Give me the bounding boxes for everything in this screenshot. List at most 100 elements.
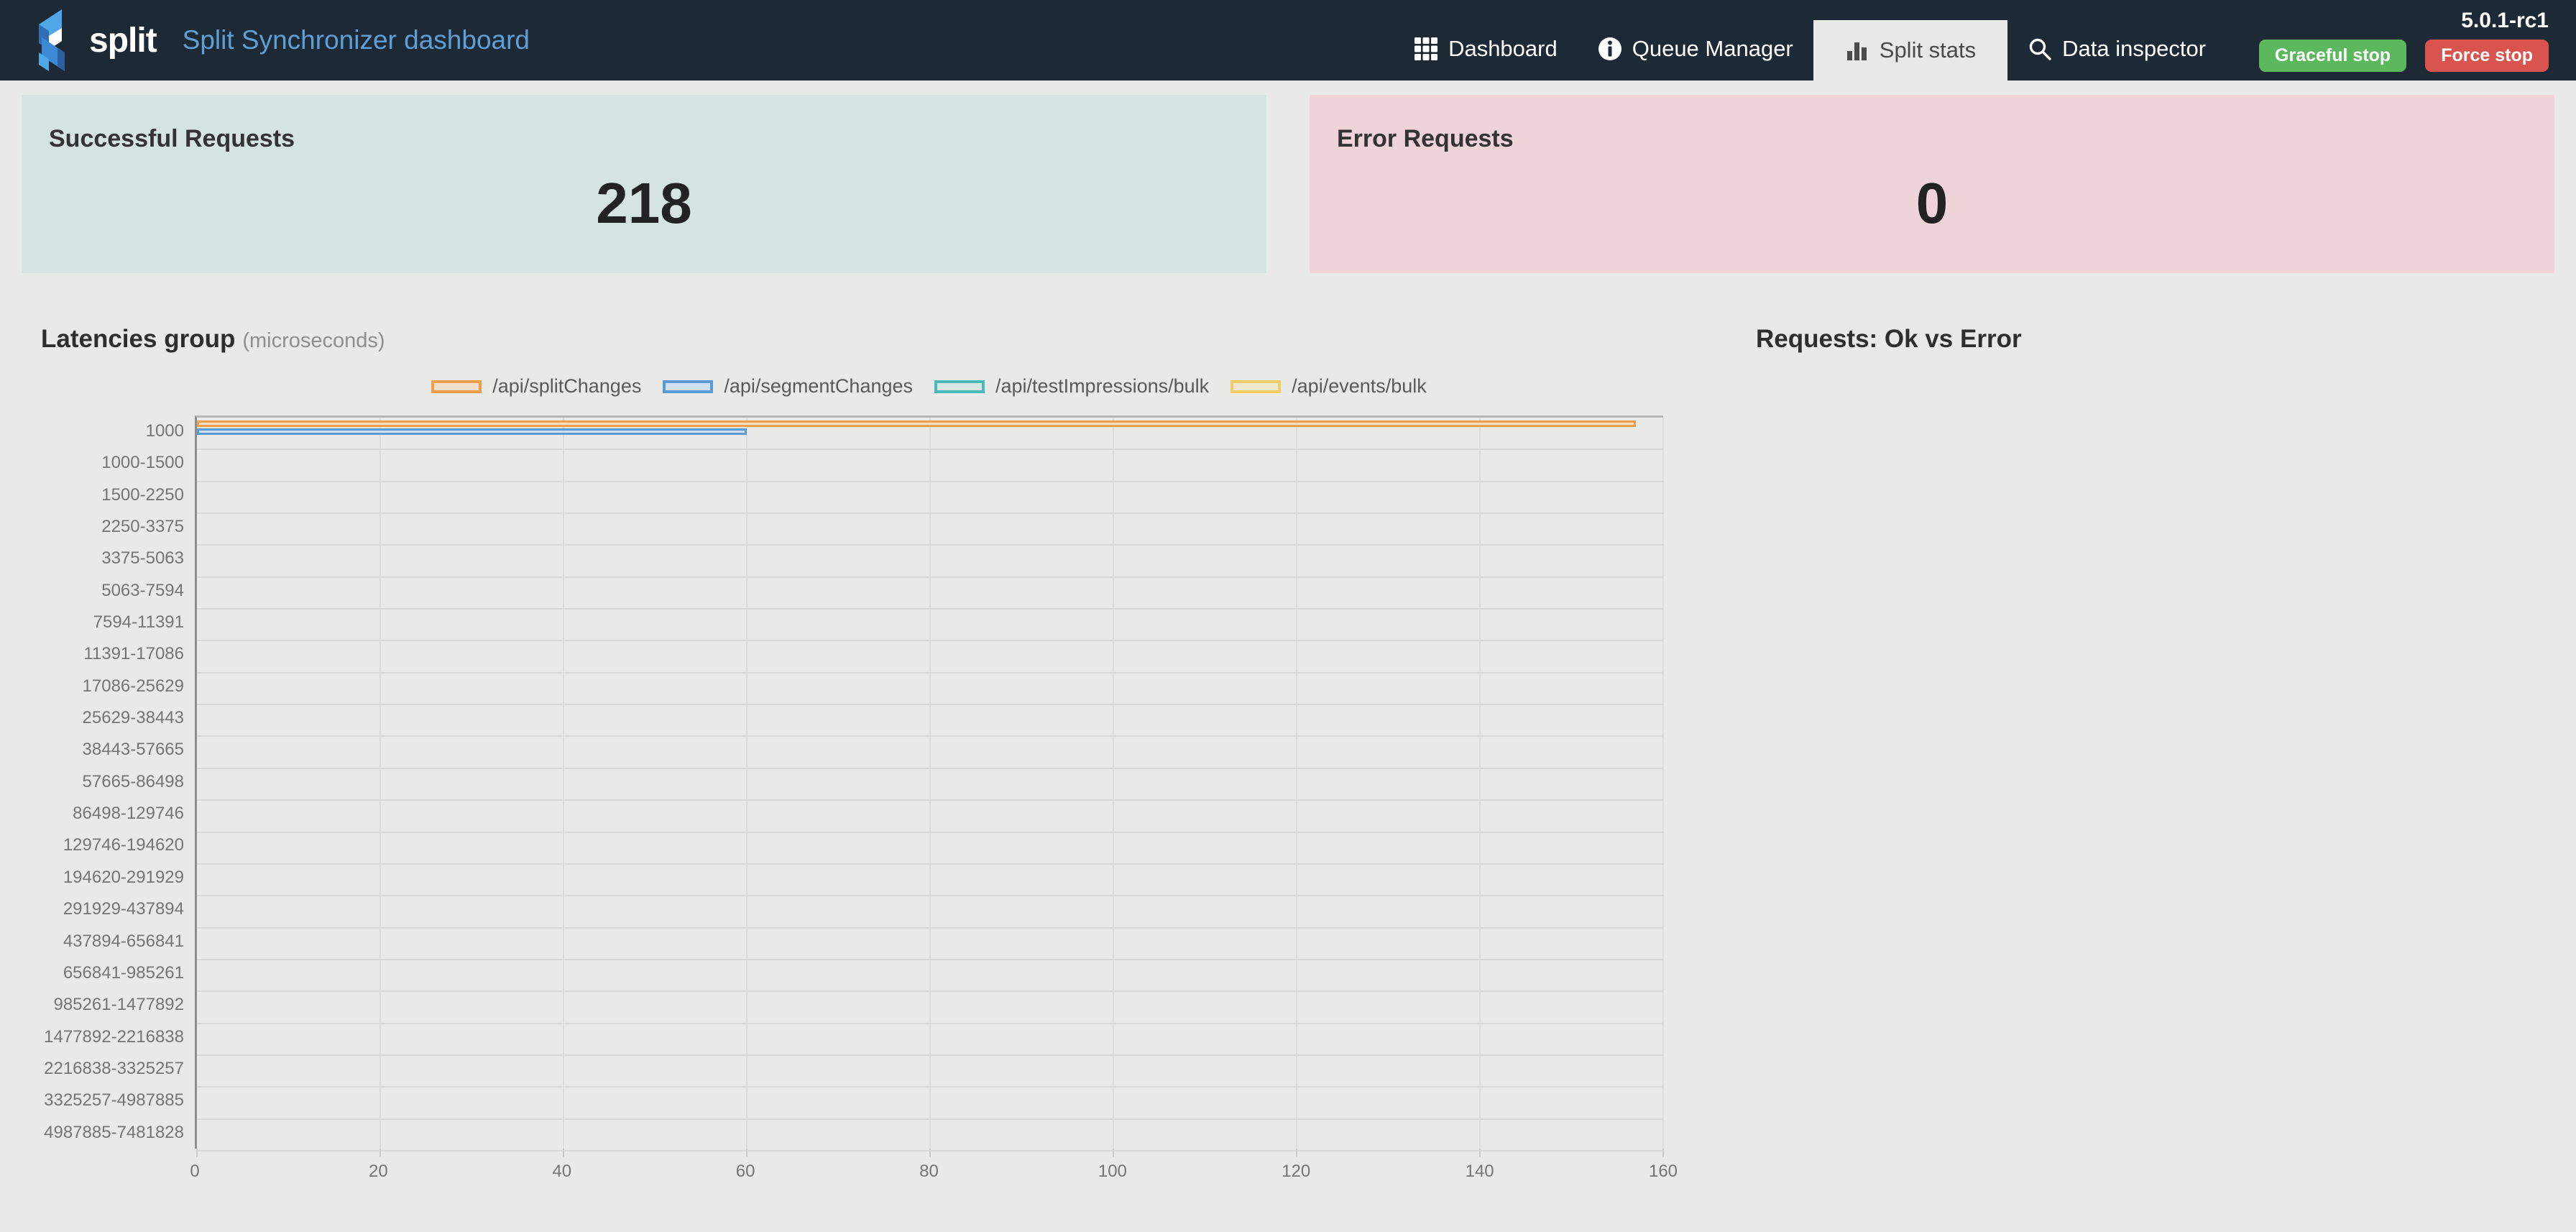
row-separator bbox=[197, 608, 1663, 610]
legend-swatch bbox=[1230, 380, 1282, 393]
card-title: Error Requests bbox=[1337, 125, 1514, 152]
main-nav: Dashboard Queue Manager Split stats Data in… bbox=[1394, 0, 2226, 81]
search-icon bbox=[2028, 37, 2052, 61]
navbar: split Split Synchronizer dashboard Dashb… bbox=[0, 0, 2576, 81]
legend-label: /api/splitChanges bbox=[492, 375, 642, 397]
latencies-title-unit: (microseconds) bbox=[242, 329, 385, 352]
y-axis-label: 1000-1500 bbox=[101, 453, 184, 473]
y-axis-label: 985261-1477892 bbox=[53, 995, 184, 1015]
legend-label: /api/testImpressions/bulk bbox=[995, 375, 1210, 397]
row-separator bbox=[197, 1150, 1663, 1151]
axis-tick bbox=[563, 1149, 564, 1157]
latencies-chart-plot bbox=[195, 415, 1664, 1157]
gridline bbox=[929, 418, 931, 1149]
page-title: Split Synchronizer dashboard bbox=[182, 25, 530, 55]
row-separator bbox=[197, 799, 1663, 801]
legend-swatch bbox=[431, 380, 482, 393]
gridline bbox=[1479, 418, 1481, 1149]
nav-right: 5.0.1-rc1 Graceful stop Force stop bbox=[2259, 9, 2549, 81]
row-separator bbox=[197, 863, 1663, 865]
version-label: 5.0.1-rc1 bbox=[2461, 9, 2549, 32]
nav-item-split-stats[interactable]: Split stats bbox=[1813, 20, 2008, 81]
axis-tick bbox=[380, 1149, 381, 1157]
y-axis-label: 3375-5063 bbox=[101, 548, 184, 569]
legend-item: /api/splitChanges bbox=[431, 375, 641, 397]
nav-item-label: Split stats bbox=[1879, 37, 1977, 63]
y-axis-label: 1000 bbox=[145, 421, 184, 441]
legend-item: /api/segmentChanges bbox=[663, 375, 913, 397]
axis-tick bbox=[1296, 1149, 1297, 1157]
y-axis-label: 3325257-4987885 bbox=[44, 1090, 184, 1111]
info-icon bbox=[1598, 37, 1622, 61]
error-requests-card: Error Requests 0 bbox=[1310, 95, 2554, 273]
y-axis-label: 57665-86498 bbox=[82, 771, 184, 791]
x-axis-label: 0 bbox=[190, 1162, 200, 1181]
gridline bbox=[1662, 418, 1664, 1149]
nav-item-label: Dashboard bbox=[1448, 36, 1558, 61]
axis-tick bbox=[1662, 1149, 1664, 1157]
row-separator bbox=[197, 831, 1663, 833]
row-separator bbox=[197, 1086, 1663, 1088]
row-separator bbox=[197, 767, 1663, 769]
gridline bbox=[380, 418, 381, 1149]
gridline bbox=[1296, 418, 1297, 1149]
row-separator bbox=[197, 544, 1663, 546]
axis-tick bbox=[1113, 1149, 1114, 1157]
x-axis-label: 20 bbox=[369, 1162, 388, 1181]
gridline bbox=[1113, 418, 1114, 1149]
force-stop-button[interactable]: Force stop bbox=[2425, 40, 2549, 72]
y-axis-label: 25629-38443 bbox=[82, 708, 184, 728]
y-axis-label: 194620-291929 bbox=[63, 867, 184, 887]
axis-tick bbox=[746, 1149, 748, 1157]
split-logo-icon bbox=[39, 9, 65, 71]
bar-api-splitChanges bbox=[197, 420, 1636, 427]
x-axis-label: 120 bbox=[1282, 1162, 1311, 1181]
nav-item-dashboard[interactable]: Dashboard bbox=[1394, 36, 1578, 81]
y-axis-label: 656841-985261 bbox=[63, 962, 184, 983]
y-axis-label: 5063-7594 bbox=[101, 580, 184, 600]
grid-icon bbox=[1414, 37, 1438, 61]
row-separator bbox=[197, 576, 1663, 578]
x-axis-label: 100 bbox=[1098, 1162, 1127, 1181]
row-separator bbox=[197, 1054, 1663, 1056]
row-separator bbox=[197, 480, 1663, 482]
y-axis-label: 17086-25629 bbox=[82, 676, 184, 696]
card-title: Successful Requests bbox=[49, 125, 295, 152]
chart-legend: /api/splitChanges/api/segmentChanges/api… bbox=[195, 375, 1663, 397]
x-axis-label: 140 bbox=[1465, 1162, 1494, 1181]
x-axis-label: 40 bbox=[552, 1162, 572, 1181]
y-axis-label: 2216838-3325257 bbox=[44, 1058, 184, 1078]
gridline bbox=[746, 418, 748, 1149]
y-axis-label: 1477892-2216838 bbox=[44, 1026, 184, 1047]
summary-cards: Successful Requests 218 Error Requests 0 bbox=[22, 95, 2554, 273]
x-axis-label: 160 bbox=[1648, 1162, 1678, 1181]
successful-requests-card: Successful Requests 218 bbox=[22, 95, 1266, 273]
nav-item-data-inspector[interactable]: Data inspector bbox=[2007, 36, 2226, 81]
axis-tick bbox=[1479, 1149, 1481, 1157]
legend-swatch bbox=[663, 380, 714, 393]
legend-label: /api/events/bulk bbox=[1292, 375, 1427, 397]
bar-chart-icon bbox=[1845, 38, 1869, 63]
row-separator bbox=[197, 990, 1663, 993]
y-axis-label: 2250-3375 bbox=[101, 517, 184, 537]
y-axis-label: 86498-129746 bbox=[73, 804, 184, 824]
brand-name: split bbox=[89, 21, 157, 60]
row-separator bbox=[197, 704, 1663, 706]
brand-link[interactable]: split Split Synchronizer dashboard bbox=[29, 0, 530, 81]
nav-item-queue-manager[interactable]: Queue Manager bbox=[1578, 36, 1813, 81]
row-separator bbox=[197, 640, 1663, 642]
axis-tick bbox=[196, 1149, 198, 1157]
legend-item: /api/testImpressions/bulk bbox=[934, 375, 1209, 397]
x-axis-label: 60 bbox=[735, 1162, 755, 1181]
y-axis-label: 4987885-7481828 bbox=[44, 1122, 184, 1142]
y-axis-label: 38443-57665 bbox=[82, 740, 184, 760]
requests-ok-vs-error-title: Requests: Ok vs Error bbox=[1756, 325, 2022, 353]
row-separator bbox=[197, 958, 1663, 960]
bar-api-segmentChanges bbox=[197, 428, 747, 435]
legend-item: /api/events/bulk bbox=[1230, 375, 1427, 397]
x-axis-label: 80 bbox=[919, 1162, 939, 1181]
row-separator bbox=[197, 895, 1663, 897]
error-requests-count: 0 bbox=[1915, 171, 1949, 235]
graceful-stop-button[interactable]: Graceful stop bbox=[2259, 40, 2407, 72]
row-separator bbox=[197, 1022, 1663, 1024]
